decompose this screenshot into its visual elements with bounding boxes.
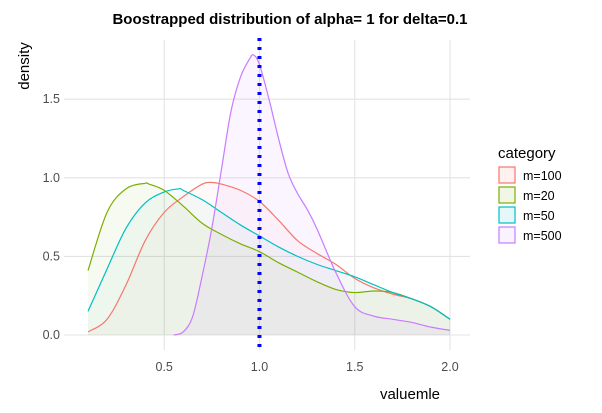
- density-area-m=50: [88, 188, 450, 335]
- y-tick-label: 0.0: [43, 328, 60, 342]
- density-line-m=50: [87, 188, 451, 320]
- y-tick-label: 0.5: [43, 249, 60, 263]
- legend-label: m=100: [523, 169, 562, 183]
- density-line-m=500: [173, 54, 451, 336]
- y-tick-label: 1.0: [43, 171, 60, 185]
- x-tick-label: 1.5: [346, 360, 363, 374]
- plot-areas: [88, 54, 451, 335]
- legend-label: m=50: [523, 209, 555, 223]
- legend-label: m=500: [523, 229, 562, 243]
- chart-title: Boostrapped distribution of alpha= 1 for…: [112, 11, 467, 28]
- x-tick-label: 0.5: [156, 360, 173, 374]
- legend-key-m=50: [498, 206, 516, 224]
- legend-label: m=20: [523, 189, 555, 203]
- legend-key-m=100: [498, 166, 516, 184]
- y-axis-title: density: [16, 42, 33, 90]
- density-area-m=500: [173, 54, 451, 335]
- x-tick-label: 2.0: [441, 360, 458, 374]
- density-line-m=20: [87, 182, 451, 320]
- density-area-m=100: [88, 182, 450, 335]
- plot-grid: [64, 40, 470, 350]
- y-axis-ticks: 0.0 0.5 1.0 1.5: [43, 92, 60, 342]
- legend-key-m=20: [498, 186, 516, 204]
- legend-title: category: [498, 145, 556, 162]
- y-tick-label: 1.5: [43, 92, 60, 106]
- legend: category m=100 m=20 m=50 m=500: [498, 145, 562, 244]
- x-axis-title: valuemle: [380, 386, 440, 403]
- x-axis-ticks: 0.5 1.0 1.5 2.0: [156, 360, 459, 374]
- legend-key-m=500: [498, 226, 516, 244]
- density-area-m=20: [88, 182, 450, 335]
- x-tick-label: 1.0: [251, 360, 268, 374]
